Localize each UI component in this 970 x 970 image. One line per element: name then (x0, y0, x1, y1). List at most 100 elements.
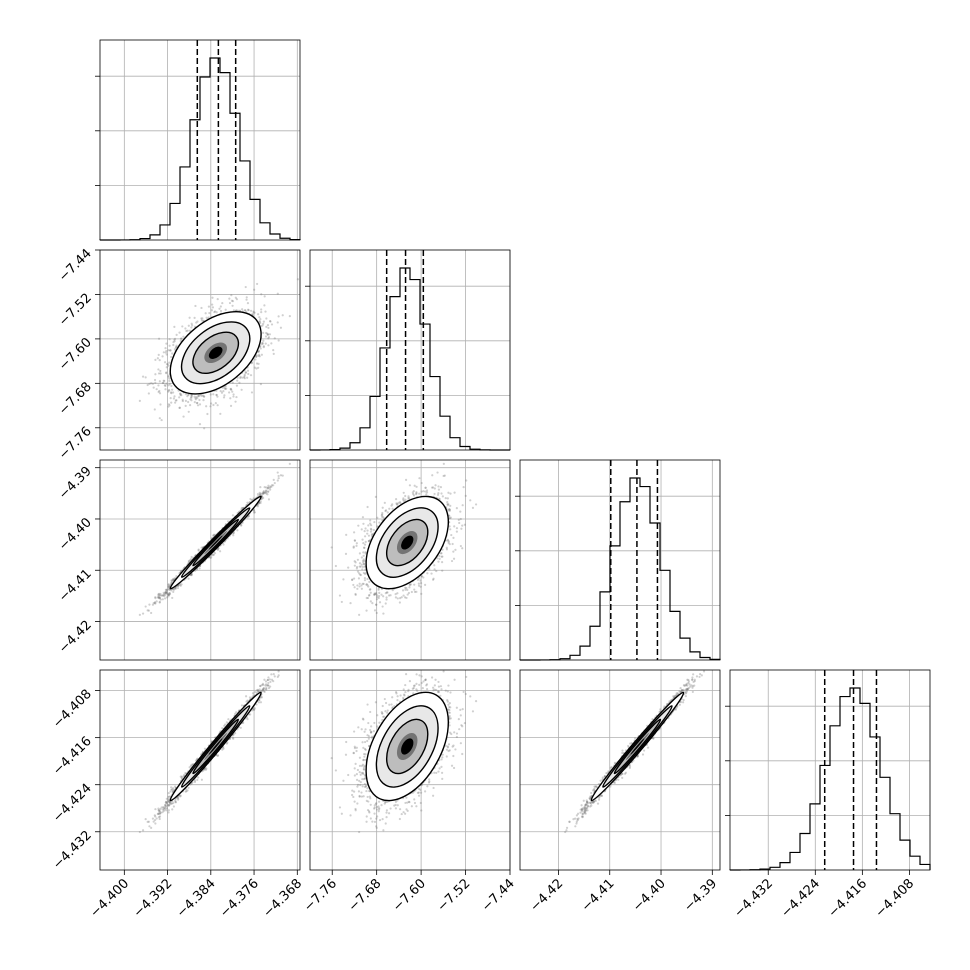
panel-frame (99, 39, 301, 241)
sample-point (178, 396, 181, 399)
sample-point (255, 282, 259, 286)
sample-point (266, 490, 269, 493)
sample-point (216, 395, 219, 398)
sample-point (165, 371, 168, 374)
sample-point (209, 393, 212, 396)
sample-point (250, 391, 254, 394)
sample-point (165, 382, 168, 385)
sample-point (255, 354, 258, 357)
sample-point (249, 309, 253, 312)
sample-point (161, 598, 164, 601)
sample-point (174, 587, 177, 590)
sample-point (252, 311, 255, 314)
sample-point (167, 364, 170, 367)
sample-point (268, 333, 271, 336)
sample-point (146, 609, 149, 612)
sample-point (247, 515, 251, 518)
sample-point (164, 384, 167, 387)
sample-point (165, 342, 168, 345)
sample-point (163, 595, 166, 598)
sample-point (155, 388, 158, 391)
sample-point (264, 310, 267, 313)
panel-content (138, 278, 299, 430)
sample-point (203, 427, 206, 430)
sample-point (191, 324, 194, 327)
sample-point (196, 404, 200, 407)
sample-point (173, 347, 177, 351)
sample-point (265, 325, 268, 328)
sample-point (148, 382, 151, 385)
sample-point (163, 592, 166, 595)
sample-point (171, 579, 174, 582)
sample-point (157, 390, 160, 394)
sample-point (171, 579, 174, 582)
sample-point (172, 578, 175, 581)
sample-point (161, 594, 164, 597)
sample-point (207, 305, 211, 308)
sample-point (158, 596, 162, 600)
sample-point (164, 593, 167, 596)
sample-point (231, 514, 234, 517)
sample-point (259, 317, 262, 321)
sample-point (168, 588, 171, 591)
sample-point (190, 574, 193, 577)
sample-point (185, 329, 188, 333)
sample-point (147, 392, 150, 395)
sample-point (168, 592, 172, 596)
sample-point (257, 366, 260, 369)
sample-point (172, 397, 176, 400)
sample-point (154, 597, 157, 600)
sample-point (187, 559, 190, 563)
sample-point (231, 300, 235, 303)
sample-point (216, 548, 220, 551)
sample-point (187, 324, 190, 327)
sample-point (246, 501, 249, 504)
sample-point (220, 391, 224, 394)
sample-point (228, 301, 232, 305)
sample-point (154, 602, 157, 605)
sample-point (167, 375, 170, 378)
sample-point (168, 593, 171, 596)
sample-point (175, 399, 178, 402)
sample-point (158, 596, 161, 600)
sample-point (264, 490, 268, 493)
sample-point (225, 387, 228, 390)
sample-point (296, 278, 299, 281)
sample-point (216, 548, 219, 551)
sample-point (253, 511, 256, 514)
sample-point (194, 304, 197, 308)
sample-point (212, 403, 215, 407)
sample-point (168, 361, 171, 364)
sample-point (172, 340, 175, 344)
sample-point (253, 288, 256, 291)
sample-point (153, 602, 156, 605)
sample-point (157, 596, 161, 599)
sample-point (229, 397, 232, 400)
sample-point (234, 296, 237, 299)
sample-point (223, 394, 226, 397)
sample-point (179, 392, 182, 395)
sample-point (167, 390, 170, 393)
sample-point (159, 598, 162, 601)
sample-point (270, 342, 273, 345)
sample-point (172, 391, 175, 394)
sample-point (169, 349, 172, 352)
sample-point (167, 586, 170, 589)
sample-point (276, 321, 279, 324)
sample-point (262, 490, 265, 493)
sample-point (215, 393, 218, 397)
sample-point (171, 388, 174, 391)
sample-point (162, 351, 165, 354)
sample-point (173, 337, 177, 341)
sample-point (224, 308, 227, 311)
sample-point (159, 594, 162, 597)
sample-point (240, 388, 243, 391)
sample-point (158, 389, 161, 393)
sample-point (232, 534, 235, 537)
sample-point (200, 546, 203, 549)
sample-point (267, 498, 271, 501)
sample-point (232, 309, 236, 312)
sample-point (165, 366, 168, 369)
sample-point (260, 308, 263, 311)
sample-point (226, 520, 230, 523)
